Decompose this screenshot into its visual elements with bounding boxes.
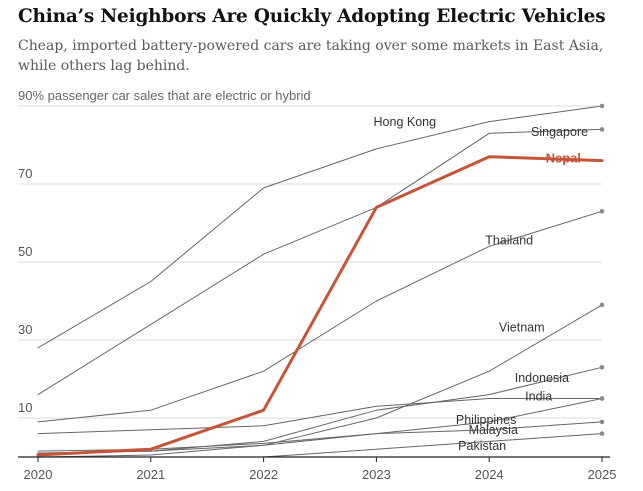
series-line-nepal bbox=[36, 155, 604, 457]
endpoint-dot-philippines bbox=[599, 396, 605, 401]
endpoint-dot-vietnam bbox=[599, 302, 605, 308]
series-line-pakistan bbox=[37, 433, 603, 458]
series-label-malaysia: Malaysia bbox=[469, 423, 518, 437]
endpoint-dot-hong-kong bbox=[599, 103, 605, 109]
series-label-nepal: Nepal bbox=[546, 151, 581, 166]
x-axis: 2020 2021 2022 2023 2024 2025 bbox=[18, 456, 617, 482]
x-tick-label-2020: 2020 bbox=[24, 467, 53, 482]
series-label-india: India bbox=[525, 390, 552, 404]
endpoint-dot-thailand bbox=[599, 209, 605, 214]
series-line-vietnam bbox=[37, 304, 603, 458]
y-tick-label-90: 90% passenger car sales that are electri… bbox=[18, 88, 311, 103]
series-line-hong-kong bbox=[37, 105, 603, 349]
y-tick-label-10: 10 bbox=[18, 400, 32, 415]
series-label-philippines: Philippines bbox=[456, 413, 516, 427]
endpoint-dot-pakistan bbox=[599, 431, 605, 436]
x-tick-label-2022: 2022 bbox=[249, 467, 278, 482]
x-tick-label-2024: 2024 bbox=[475, 467, 504, 482]
endpoint-dot-indonesia bbox=[599, 365, 605, 370]
y-tick-label-70: 70 bbox=[18, 166, 32, 181]
series-line-singapore bbox=[37, 128, 603, 396]
series-label-indonesia: Indonesia bbox=[515, 371, 569, 385]
x-tick-label-2021: 2021 bbox=[136, 467, 165, 482]
y-tick-label-30: 30 bbox=[18, 322, 32, 337]
chart-subtitle: Cheap, imported battery-powered cars are… bbox=[18, 38, 604, 74]
series-labels: Hong Kong Singapore Nepal Thailand Vietnam In… bbox=[374, 115, 589, 453]
series-line-india bbox=[37, 398, 603, 435]
endpoint-dot-singapore bbox=[599, 127, 605, 132]
gridlines: 10 30 50 70 90% passenger car sales that are… bbox=[18, 88, 602, 419]
chart-title: China’s Neighbors Are Quickly Adopting E… bbox=[18, 6, 606, 27]
x-tick-label-2025: 2025 bbox=[588, 467, 617, 482]
series-line-thailand bbox=[37, 210, 603, 423]
y-tick-label-50: 50 bbox=[18, 244, 32, 259]
series-label-hong-kong: Hong Kong bbox=[374, 115, 437, 129]
series-label-singapore: Singapore bbox=[531, 125, 588, 139]
highlight-series bbox=[36, 155, 604, 457]
series-label-pakistan: Pakistan bbox=[458, 439, 506, 453]
endpoint-dots bbox=[599, 103, 605, 436]
endpoint-dot-malaysia bbox=[599, 419, 605, 425]
series-label-vietnam: Vietnam bbox=[499, 320, 545, 334]
series-label-thailand: Thailand bbox=[485, 233, 533, 247]
x-tick-label-2023: 2023 bbox=[362, 467, 391, 482]
